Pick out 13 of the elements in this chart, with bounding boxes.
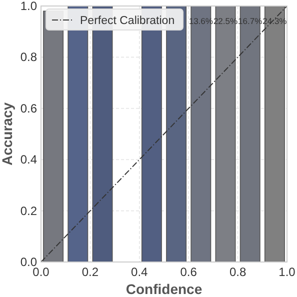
y-axis-title: Accuracy — [0, 102, 15, 166]
x-tick-label: 1.0 — [278, 265, 296, 279]
y-tick-label: 0.6 — [20, 101, 38, 116]
x-tick-label: 0.2 — [82, 265, 99, 279]
x-tick-label: 0.8 — [229, 265, 246, 279]
x-tick-label: 0.6 — [180, 265, 198, 279]
x-axis-title: Confidence — [126, 281, 202, 297]
legend-label: Perfect Calibration — [80, 15, 175, 27]
y-tick-label: 0.4 — [20, 152, 38, 167]
x-tick-label: 0.4 — [131, 265, 148, 279]
y-tick-label: 0.2 — [20, 204, 38, 218]
y-tick-label: 0.8 — [20, 50, 38, 64]
y-tick-label: 1.0 — [20, 0, 38, 13]
